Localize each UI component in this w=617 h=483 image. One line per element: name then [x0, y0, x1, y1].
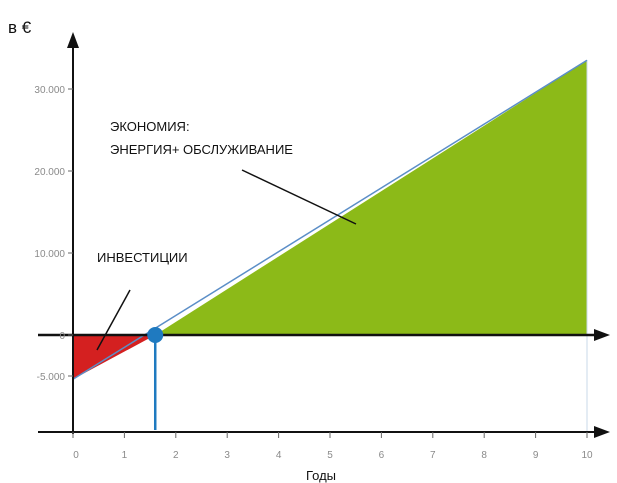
- x-tick-label: 7: [430, 450, 436, 461]
- savings-label-line2: ЭНЕРГИЯ+ ОБСЛУЖИВАНИЕ: [110, 142, 293, 157]
- x-axis-title: Годы: [306, 468, 336, 483]
- x-tick-label: 6: [379, 450, 385, 461]
- zero-axis-arrow: [594, 329, 610, 341]
- x-tick-label: 10: [581, 450, 593, 461]
- savings-pointer-line: [241, 169, 357, 225]
- x-tick-label: 0: [73, 450, 79, 461]
- savings-label-line1: ЭКОНОМИЯ:: [110, 119, 190, 134]
- investment-area: [73, 335, 156, 380]
- x-ticks: 0 1 2 3 4 5 6 7 8 9 10: [72, 432, 593, 461]
- x-tick-label: 5: [327, 450, 333, 461]
- investment-pointer-line: [96, 289, 131, 351]
- y-axis-arrow: [67, 32, 79, 48]
- savings-area: [155, 60, 588, 336]
- investments-label: ИНВЕСТИЦИИ: [97, 250, 188, 265]
- x-tick-label: 3: [224, 450, 230, 461]
- cashflow-line: [72, 59, 588, 380]
- x-tick-label: 9: [533, 450, 539, 461]
- x-axis-bottom-arrow: [594, 426, 610, 438]
- breakeven-marker: [147, 327, 164, 343]
- x-tick-label: 8: [481, 450, 487, 461]
- x-tick-label: 1: [122, 450, 128, 461]
- y-tick-label: 10.000: [34, 249, 65, 260]
- y-tick-label: 20.000: [34, 167, 65, 178]
- x-tick-label: 4: [276, 450, 282, 461]
- x-tick-label: 2: [173, 450, 179, 461]
- y-ticks: 30.000 20.000 10.000 0 -5.000: [34, 85, 73, 383]
- y-tick-label: 0: [59, 331, 65, 342]
- y-tick-label: 30.000: [34, 85, 65, 96]
- y-axis-unit-label: в €: [8, 18, 32, 37]
- y-tick-label: -5.000: [37, 372, 66, 383]
